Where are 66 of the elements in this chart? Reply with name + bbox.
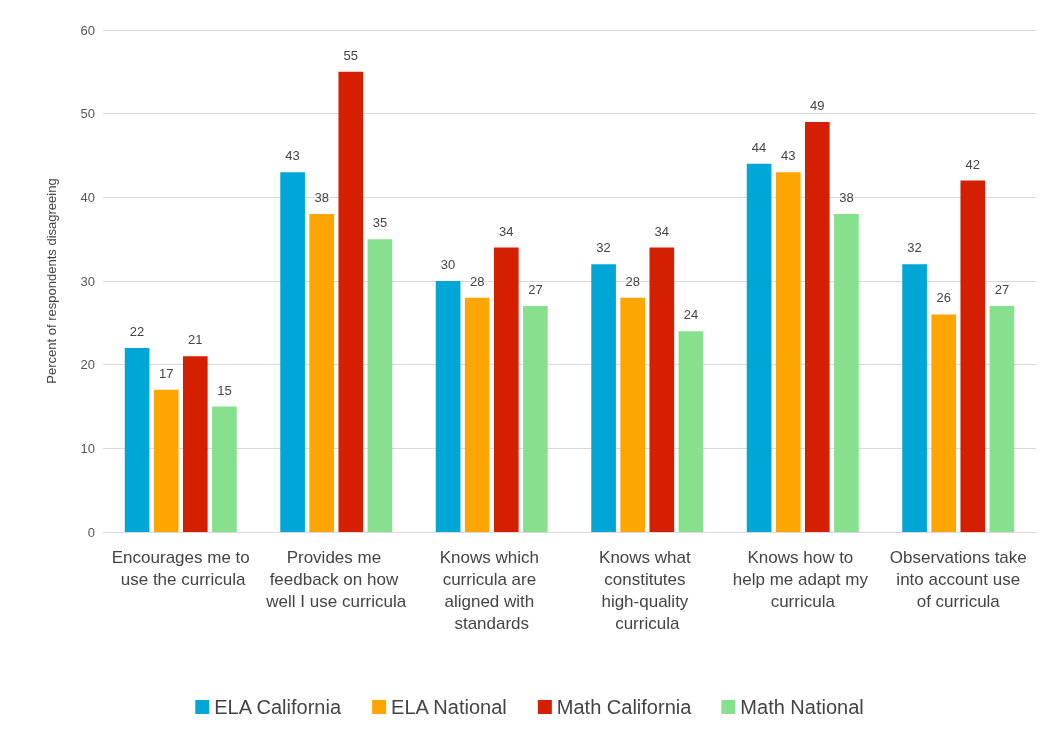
data-label: 34 bbox=[654, 223, 670, 239]
bar bbox=[464, 297, 490, 532]
y-tick-label: 30 bbox=[80, 273, 95, 289]
bar bbox=[989, 306, 1015, 532]
y-tick-label: 50 bbox=[80, 106, 95, 122]
x-tick-label: Provides me feedback on how well I use curricula bbox=[265, 547, 407, 611]
bar bbox=[804, 122, 830, 532]
x-tick-label: Knows how to help me adapt my curricula bbox=[732, 547, 873, 611]
y-tick-label: 10 bbox=[80, 440, 95, 456]
legend-label: Math California bbox=[556, 696, 693, 718]
data-label: 17 bbox=[158, 365, 174, 381]
bar bbox=[834, 214, 859, 532]
data-label: 26 bbox=[936, 290, 951, 306]
bar bbox=[367, 239, 393, 532]
legend-label: ELA California bbox=[214, 696, 342, 718]
data-label: 30 bbox=[440, 257, 456, 272]
data-label: 38 bbox=[839, 190, 854, 206]
data-label: 42 bbox=[965, 156, 981, 172]
y-tick-label: 0 bbox=[87, 524, 95, 540]
x-tick-label: Knows which curricula are aligned with standards bbox=[439, 547, 544, 633]
bar bbox=[746, 163, 772, 532]
x-tick-label: Observations take into account use of curricula bbox=[889, 547, 1027, 611]
data-label: 24 bbox=[683, 307, 699, 323]
data-label: 22 bbox=[129, 323, 145, 339]
legend-label: Math National bbox=[740, 696, 864, 718]
bar bbox=[620, 297, 646, 532]
data-label: 27 bbox=[994, 282, 1010, 298]
y-tick-label: 60 bbox=[80, 22, 95, 38]
y-axis-title: Percent of respondents disagreeing bbox=[44, 178, 59, 384]
data-label: 34 bbox=[499, 223, 514, 239]
bar bbox=[523, 306, 548, 532]
data-label: 55 bbox=[343, 47, 359, 63]
bar bbox=[212, 406, 237, 532]
bar bbox=[775, 172, 801, 532]
bar bbox=[493, 247, 519, 532]
bar bbox=[649, 247, 675, 532]
data-label: 44 bbox=[751, 139, 767, 155]
bar bbox=[678, 331, 704, 532]
bar bbox=[338, 71, 364, 532]
bar bbox=[931, 314, 957, 532]
y-tick-label: 40 bbox=[80, 189, 95, 205]
data-label: 21 bbox=[188, 332, 203, 348]
x-tick-label: Knows what constitutes high-quality curricula bbox=[599, 547, 696, 633]
bar bbox=[309, 214, 335, 532]
bar bbox=[960, 180, 986, 532]
data-label: 38 bbox=[314, 190, 329, 206]
bar bbox=[435, 281, 461, 532]
data-label: 43 bbox=[285, 148, 300, 164]
y-tick-label: 20 bbox=[80, 357, 95, 373]
data-label: 43 bbox=[780, 148, 796, 164]
data-label: 32 bbox=[907, 240, 922, 256]
legend-label: ELA National bbox=[391, 696, 507, 718]
bar bbox=[902, 264, 927, 532]
bar bbox=[280, 172, 305, 532]
bar bbox=[591, 264, 616, 532]
bar bbox=[153, 389, 179, 532]
data-label: 49 bbox=[810, 98, 825, 114]
data-label: 28 bbox=[625, 273, 640, 289]
data-label: 32 bbox=[596, 240, 611, 256]
x-tick-label: Encourages me to use the curricula bbox=[111, 547, 250, 589]
data-label: 28 bbox=[469, 273, 485, 289]
data-label: 15 bbox=[217, 382, 232, 398]
data-label: 27 bbox=[528, 282, 543, 298]
bar bbox=[182, 356, 208, 532]
data-label: 35 bbox=[372, 215, 388, 231]
bar bbox=[124, 347, 150, 532]
